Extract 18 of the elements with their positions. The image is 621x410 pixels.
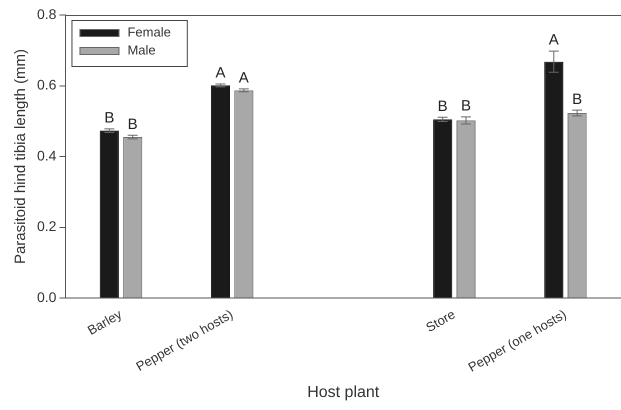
data-label: B	[460, 98, 472, 115]
y-tick-label: 0.8	[36, 6, 57, 22]
data-label: B	[438, 98, 448, 115]
legend-label: Female	[127, 24, 171, 40]
y-tick-label: 0.2	[36, 218, 57, 234]
data-label: B	[572, 90, 582, 108]
x-tick-label: Store	[423, 306, 458, 335]
data-label: B	[104, 110, 114, 127]
data-label: A	[215, 64, 226, 82]
data-label: A	[548, 32, 559, 49]
data-label: B	[128, 116, 138, 133]
x-axis-title: Host plant	[307, 384, 380, 401]
data-label: A	[238, 70, 249, 87]
y-axis-title: Parasitoid hind tibia length (mm)	[12, 48, 30, 264]
y-tick-label: 0.0	[36, 288, 57, 305]
legend-label: Male	[127, 42, 156, 58]
y-tick-label: 0.6	[36, 76, 57, 93]
y-tick-label: 0.4	[36, 147, 57, 164]
